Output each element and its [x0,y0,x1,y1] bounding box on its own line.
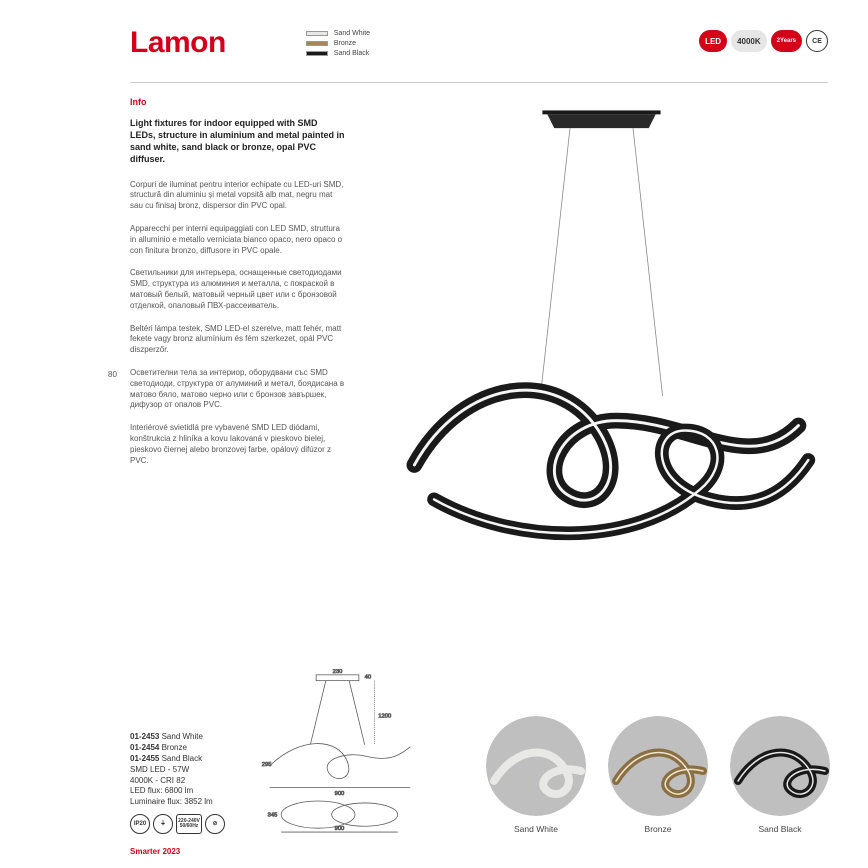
ip-icon: IP20 [130,814,150,834]
finish-label: Sand Black [759,824,802,834]
swatch-box [306,41,328,46]
swatch-row: Bronze [306,40,370,47]
finish-label: Sand White [514,824,558,834]
badge-led: LED [699,30,727,52]
info-label: Info [130,97,345,107]
badge-ce: CE [806,30,828,52]
finish-thumb [730,716,830,816]
divider [130,82,828,83]
badge-cct: 4000K [731,30,767,52]
swatch-box [306,51,328,56]
svg-text:295: 295 [262,762,272,768]
header: Lamon Sand White Bronze Sand Black LED 4… [130,28,828,76]
spec-line: 4000K - CRI 82 [130,776,240,787]
variant-row: 01-2453 Sand White [130,732,240,743]
finish-thumb [608,716,708,816]
product-image-area [375,97,828,567]
desc-it: Apparecchi per interni equipaggiati con … [130,224,345,256]
color-swatches: Sand White Bronze Sand Black [306,30,370,57]
variant-row: 01-2455 Sand Black [130,754,240,765]
swatch-row: Sand White [306,30,370,37]
svg-text:1200: 1200 [378,714,391,720]
svg-text:230: 230 [333,669,343,675]
desc-bg: Осветителни тела за интериор, оборудвани… [130,368,345,411]
voltage-icon: 220-240V 50/60Hz [176,814,202,834]
lead-text: Light fixtures for indoor equipped with … [130,117,345,166]
class-icon: ⏚ [153,814,173,834]
spec-line: LED flux: 6800 lm [130,786,240,797]
svg-text:40: 40 [365,675,371,681]
variant-row: 01-2454 Bronze [130,743,240,754]
swatch-row: Sand Black [306,50,370,57]
swatch-label: Bronze [334,40,356,47]
finish-bronze: Bronze [608,716,708,834]
spec-icons: IP20 ⏚ 220-240V 50/60Hz ⊘ [130,814,240,834]
finish-label: Bronze [645,824,672,834]
desc-ru: Светильники для интерьера, оснащенные св… [130,268,345,311]
spec-block: 01-2453 Sand White 01-2454 Bronze 01-245… [130,732,240,834]
svg-text:345: 345 [268,813,278,819]
info-column: Info Light fixtures for indoor equipped … [130,97,345,567]
swatch-box [306,31,328,36]
badge-warranty: 2Years [771,30,802,52]
swatch-label: Sand White [334,30,370,37]
desc-sk: Interiérové svietidlá pre vybavené SMD L… [130,423,345,466]
page-number: 80 [108,370,117,379]
finish-sand-white: Sand White [486,716,586,834]
technical-drawing: 230 40 1200 295 900 345 [250,669,425,834]
svg-text:900: 900 [335,826,345,832]
footer: Smarter 2023 [130,847,180,856]
finishes: Sand White Bronze [486,716,830,834]
no-dim-icon: ⊘ [205,814,225,834]
main-content: Info Light fixtures for indoor equipped … [130,97,828,567]
svg-text:900: 900 [335,791,345,797]
desc-ro: Corpuri de iluminat pentru interior echi… [130,180,345,212]
swatch-label: Sand Black [334,50,369,57]
finish-thumb [486,716,586,816]
spec-line: SMD LED - 57W [130,765,240,776]
desc-hu: Beltéri lámpa testek, SMD LED-el szerelv… [130,324,345,356]
finish-sand-black: Sand Black [730,716,830,834]
product-image [375,97,828,567]
product-title: Lamon [130,26,226,60]
badges: LED 4000K 2Years CE [699,30,828,52]
spec-line: Luminaire flux: 3852 lm [130,797,240,808]
bottom-row: 01-2453 Sand White 01-2454 Bronze 01-245… [130,669,830,834]
